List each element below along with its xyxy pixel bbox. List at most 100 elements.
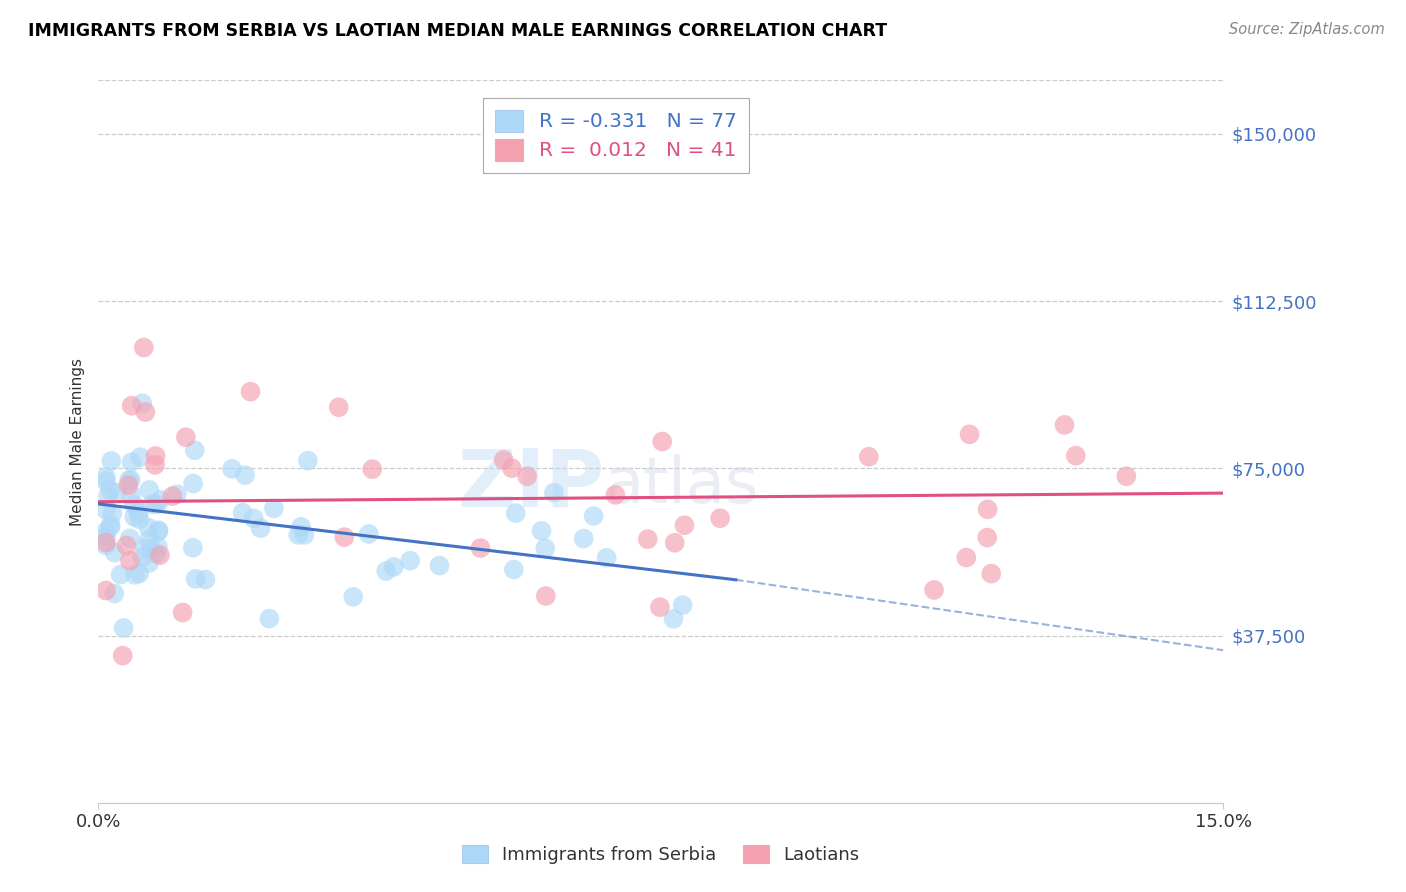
Point — [132, 341, 155, 355]
Point — [375, 564, 398, 578]
Point — [100, 454, 122, 468]
Point — [980, 566, 1002, 581]
Point — [145, 449, 167, 463]
Point — [117, 478, 139, 492]
Point — [94, 474, 117, 488]
Point — [239, 384, 262, 399]
Point — [101, 507, 124, 521]
Point — [149, 548, 172, 562]
Point — [143, 458, 166, 472]
Point — [294, 528, 316, 542]
Point — [672, 598, 695, 612]
Point — [287, 528, 309, 542]
Text: IMMIGRANTS FROM SERBIA VS LAOTIAN MEDIAN MALE EARNINGS CORRELATION CHART: IMMIGRANTS FROM SERBIA VS LAOTIAN MEDIAN… — [28, 22, 887, 40]
Point — [97, 489, 120, 503]
Point — [709, 511, 731, 525]
Text: ZIP: ZIP — [457, 446, 605, 524]
Point — [141, 497, 163, 511]
Point — [128, 566, 150, 581]
Point — [103, 586, 125, 600]
Point — [166, 487, 188, 501]
Point — [501, 461, 523, 475]
Point — [242, 511, 264, 525]
Point — [121, 455, 143, 469]
Point — [290, 520, 312, 534]
Point — [357, 527, 380, 541]
Point — [94, 470, 117, 484]
Legend: Immigrants from Serbia, Laotians: Immigrants from Serbia, Laotians — [453, 836, 869, 873]
Point — [637, 532, 659, 546]
Point — [399, 554, 422, 568]
Text: Source: ZipAtlas.com: Source: ZipAtlas.com — [1229, 22, 1385, 37]
Point — [134, 541, 156, 555]
Point — [534, 541, 557, 556]
Point — [98, 483, 121, 497]
Y-axis label: Median Male Earnings: Median Male Earnings — [70, 358, 86, 525]
Point — [858, 450, 880, 464]
Point — [1115, 469, 1137, 483]
Point — [492, 453, 515, 467]
Point — [516, 469, 538, 483]
Point — [111, 648, 134, 663]
Point — [100, 517, 122, 532]
Point — [94, 524, 117, 539]
Point — [138, 533, 160, 547]
Point — [664, 535, 686, 549]
Point — [174, 430, 197, 444]
Point — [194, 573, 217, 587]
Point — [595, 550, 617, 565]
Point — [651, 434, 673, 449]
Point — [94, 538, 117, 552]
Point — [328, 401, 350, 415]
Point — [221, 462, 243, 476]
Point — [118, 554, 141, 568]
Point — [342, 590, 364, 604]
Point — [259, 611, 281, 625]
Point — [94, 583, 117, 598]
Point — [922, 582, 945, 597]
Point — [662, 612, 685, 626]
Point — [429, 558, 451, 573]
Point — [232, 506, 254, 520]
Point — [122, 510, 145, 524]
Point — [181, 476, 204, 491]
Point — [124, 567, 146, 582]
Point — [263, 501, 285, 516]
Point — [146, 540, 169, 554]
Point — [131, 550, 153, 565]
Point — [145, 497, 167, 511]
Point — [505, 506, 527, 520]
Point — [94, 502, 117, 516]
Text: atlas: atlas — [605, 454, 759, 516]
Point — [502, 562, 524, 576]
Point — [184, 443, 207, 458]
Point — [149, 492, 172, 507]
Point — [115, 539, 138, 553]
Point — [673, 518, 696, 533]
Point — [534, 589, 557, 603]
Point — [122, 498, 145, 512]
Point — [297, 453, 319, 467]
Point — [138, 556, 160, 570]
Point — [120, 487, 142, 501]
Point — [1053, 417, 1076, 432]
Point — [976, 531, 998, 545]
Point — [976, 502, 998, 516]
Point — [134, 405, 156, 419]
Point — [333, 530, 356, 544]
Point — [94, 535, 117, 549]
Point — [118, 532, 141, 546]
Point — [128, 512, 150, 526]
Point — [1064, 449, 1087, 463]
Point — [184, 572, 207, 586]
Point — [141, 541, 163, 556]
Point — [107, 485, 129, 500]
Point — [129, 450, 152, 465]
Point — [249, 521, 271, 535]
Point — [172, 606, 194, 620]
Point — [104, 546, 127, 560]
Point — [110, 567, 132, 582]
Point — [145, 547, 167, 561]
Point — [382, 560, 405, 574]
Point — [131, 396, 153, 410]
